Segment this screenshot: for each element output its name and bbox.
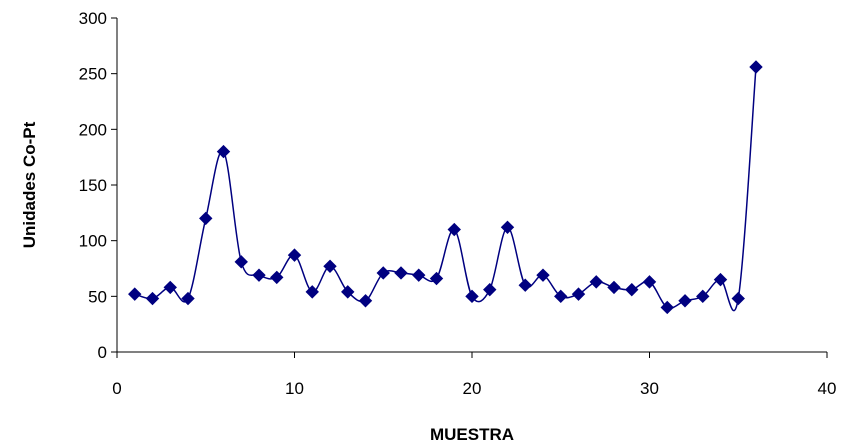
data-point <box>465 289 479 304</box>
y-tick-label: 150 <box>79 176 107 195</box>
data-point <box>571 287 586 301</box>
data-points <box>128 60 763 315</box>
series-line <box>134 66 757 311</box>
data-point <box>731 291 745 306</box>
data-point <box>199 211 213 226</box>
data-point <box>554 289 568 304</box>
data-point <box>163 280 177 295</box>
data-point <box>500 220 515 235</box>
data-point <box>323 259 337 273</box>
data-point <box>660 300 674 315</box>
data-point <box>305 285 319 299</box>
y-axis-title: Unidades Co-Pt <box>20 121 39 248</box>
data-point <box>713 272 728 287</box>
data-point <box>216 144 231 159</box>
x-tick-label: 30 <box>640 379 659 398</box>
data-point <box>536 268 550 282</box>
data-point <box>270 270 284 285</box>
data-point <box>607 280 621 295</box>
data-point <box>234 255 248 269</box>
data-point <box>376 266 390 280</box>
y-tick-label: 50 <box>88 287 107 306</box>
x-tick-label: 10 <box>285 379 304 398</box>
x-tick-label: 40 <box>818 379 837 398</box>
data-point <box>287 248 302 262</box>
data-point <box>341 285 355 299</box>
data-point <box>518 278 532 292</box>
x-tick-label: 0 <box>112 379 121 398</box>
data-point <box>145 291 160 306</box>
data-point <box>749 60 763 74</box>
data-point <box>412 268 426 282</box>
data-point <box>394 266 408 280</box>
y-tick-label: 0 <box>98 343 107 362</box>
data-point <box>642 275 657 289</box>
data-point <box>696 289 710 304</box>
y-ticks: 0 50 100 150 200 250 300 <box>79 9 117 362</box>
y-tick-label: 100 <box>79 232 107 251</box>
y-tick-label: 300 <box>79 9 107 28</box>
data-point <box>358 294 373 308</box>
data-point <box>429 271 444 286</box>
data-point <box>483 282 497 297</box>
data-point <box>252 268 266 282</box>
y-axis: 0 50 100 150 200 250 300 <box>79 9 118 362</box>
data-point <box>625 282 639 297</box>
data-point <box>589 275 603 289</box>
x-ticks: 0 10 20 30 40 <box>112 352 836 398</box>
y-tick-label: 200 <box>79 120 107 139</box>
data-point <box>447 222 461 237</box>
y-tick-label: 250 <box>79 65 107 84</box>
data-point <box>181 291 195 306</box>
x-axis: 0 10 20 30 40 <box>112 351 836 398</box>
data-point <box>678 294 692 308</box>
x-tick-label: 20 <box>463 379 482 398</box>
data-point <box>128 287 142 301</box>
x-axis-title: MUESTRA <box>430 425 514 444</box>
